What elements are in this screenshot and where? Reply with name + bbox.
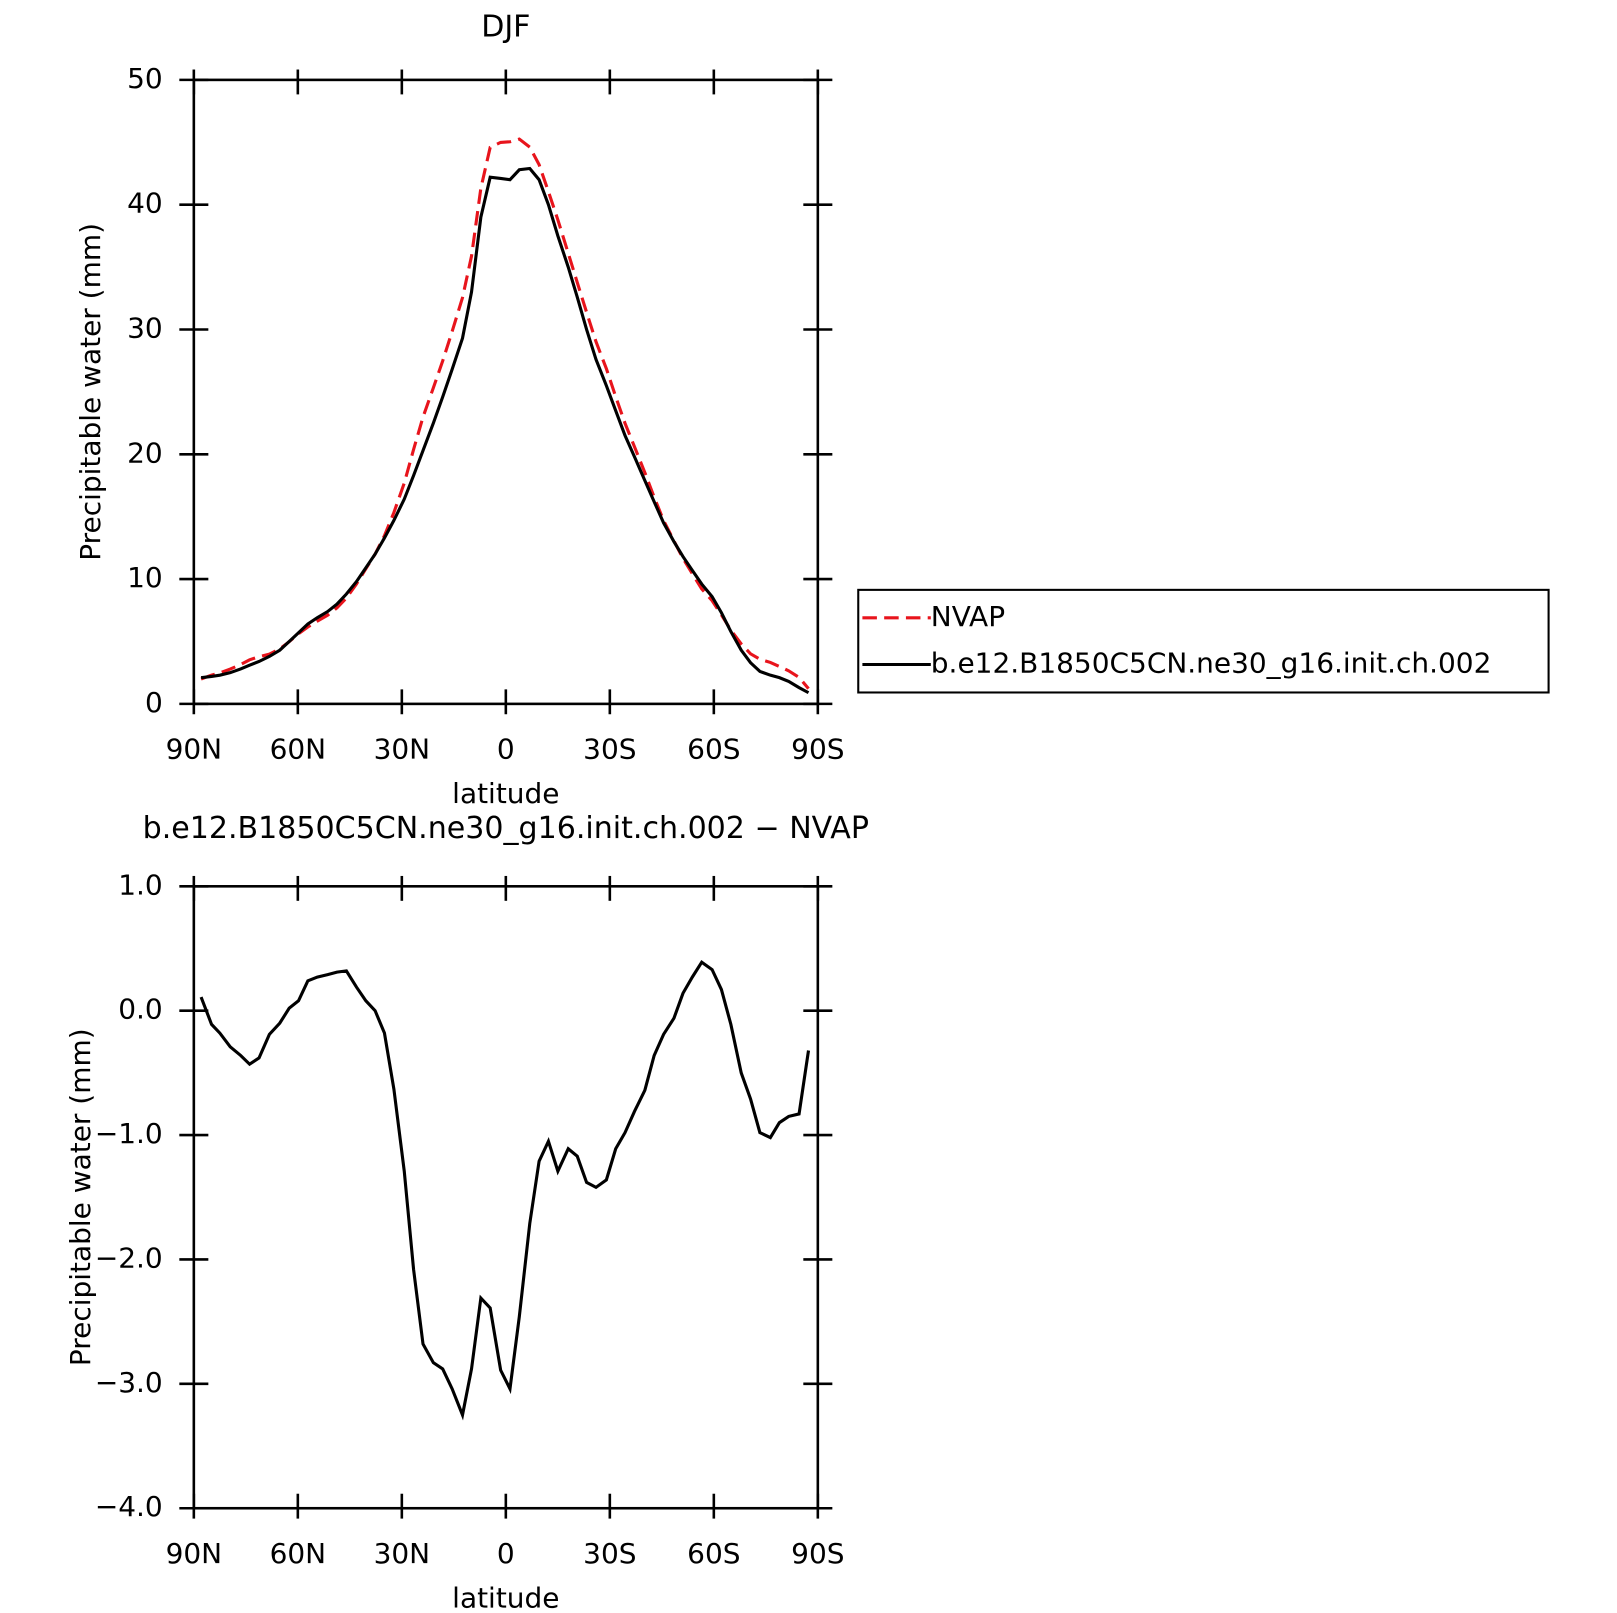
y-tick-label: 50 <box>127 62 163 95</box>
legend-label: b.e12.B1850C5CN.ne30_g16.init.ch.002 <box>931 646 1492 679</box>
x-axis-label: latitude <box>452 1581 559 1613</box>
x-axis-label: latitude <box>452 777 559 810</box>
y-tick-label: 0.0 <box>118 993 162 1026</box>
plot-frame <box>192 78 820 706</box>
plot-frame <box>192 885 820 1510</box>
x-tick-label: 30S <box>583 733 636 766</box>
y-tick-label: −4.0 <box>95 1490 163 1523</box>
x-tick-label: 90N <box>166 733 223 766</box>
y-axis-label: Precipitable water (mm) <box>74 223 107 561</box>
x-tick-label: 60N <box>270 733 327 766</box>
y-tick-label: 20 <box>127 436 163 469</box>
x-tick-label: 60S <box>687 733 740 766</box>
x-tick-label: 0 <box>497 1537 515 1570</box>
y-tick-label: 1.0 <box>118 868 162 901</box>
x-tick-label: 30N <box>374 1537 431 1570</box>
y-tick-label: −2.0 <box>95 1241 163 1274</box>
y-tick-label: 10 <box>127 561 163 594</box>
x-tick-label: 90N <box>166 1537 223 1570</box>
y-tick-label: −3.0 <box>95 1366 163 1399</box>
y-axis-label: Precipitable water (mm) <box>64 1028 97 1366</box>
x-tick-label: 60S <box>687 1537 740 1570</box>
x-tick-label: 30N <box>374 733 431 766</box>
data-line <box>199 959 811 1421</box>
data-line <box>200 166 810 695</box>
legend-label: NVAP <box>931 600 1005 633</box>
y-tick-label: −1.0 <box>95 1117 163 1150</box>
x-tick-label: 90S <box>791 733 844 766</box>
x-tick-label: 60N <box>270 1537 327 1570</box>
y-tick-label: 0 <box>145 686 163 719</box>
y-tick-label: 40 <box>127 187 163 220</box>
chart-title: DJF <box>481 10 530 45</box>
x-tick-label: 90S <box>791 1537 844 1570</box>
legend-box <box>857 588 1550 694</box>
x-tick-label: 0 <box>497 733 515 766</box>
y-tick-label: 30 <box>127 311 163 344</box>
x-tick-label: 30S <box>583 1537 636 1570</box>
chart-title: b.e12.B1850C5CN.ne30_g16.init.ch.002 − N… <box>143 811 869 846</box>
